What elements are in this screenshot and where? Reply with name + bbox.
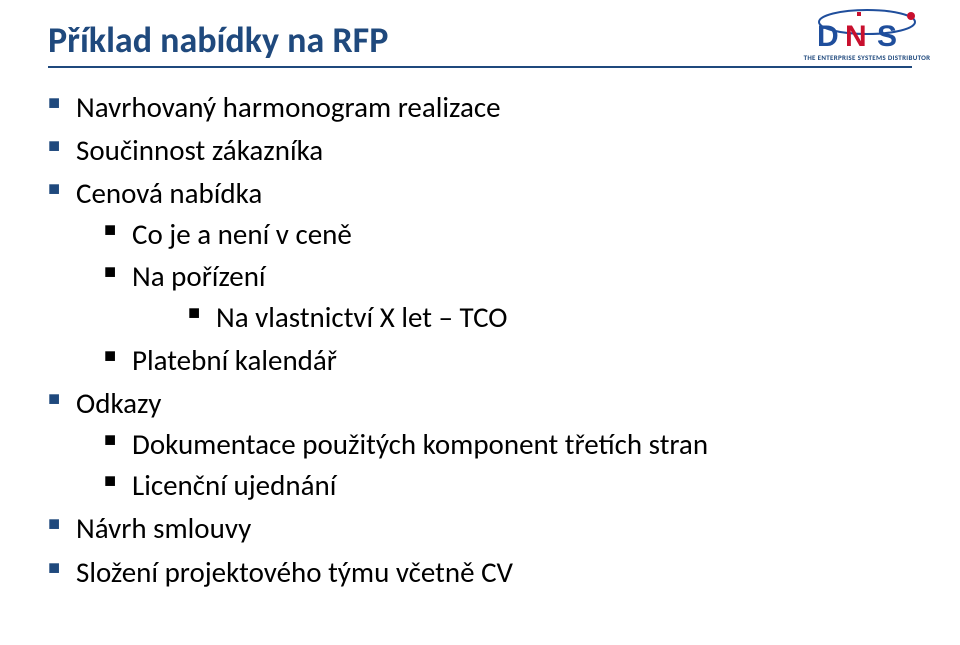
svg-text:N: N	[845, 20, 869, 52]
list-item: Co je a není v ceně	[104, 215, 912, 254]
list-item: Návrh smlouvy	[48, 509, 912, 548]
list-item: Na pořízení Na vlastnictví X let – TCO	[104, 257, 912, 337]
list-item: Dokumentace použitých komponent třetích …	[104, 425, 912, 464]
logo: D N S THE ENTERPRISE SYSTEMS DISTRIBUTOR	[802, 6, 932, 62]
sub-list: Co je a není v ceně Na pořízení Na vlast…	[76, 215, 912, 380]
sub-sub-list: Na vlastnictví X let – TCO	[132, 298, 912, 337]
list-item: Navrhovaný harmonogram realizace	[48, 88, 912, 127]
list-item-label: Co je a není v ceně	[132, 216, 352, 252]
list-item-label: Návrh smlouvy	[76, 510, 251, 546]
list-item-label: Součinnost zákazníka	[76, 132, 323, 168]
list-item-label: Na vlastnictví X let – TCO	[216, 299, 507, 335]
list-item: Cenová nabídka Co je a není v ceně Na po…	[48, 174, 912, 380]
list-item: Složení projektového týmu včetně CV	[48, 553, 912, 592]
slide: D N S THE ENTERPRISE SYSTEMS DISTRIBUTOR…	[0, 0, 960, 645]
title-underline	[48, 66, 912, 68]
list-item-label: Na pořízení	[132, 258, 266, 294]
list-item-label: Odkazy	[76, 385, 161, 421]
list-item: Na vlastnictví X let – TCO	[188, 298, 912, 337]
list-item: Součinnost zákazníka	[48, 131, 912, 170]
list-item-label: Cenová nabídka	[76, 175, 262, 211]
svg-text:D: D	[817, 20, 841, 52]
sub-list: Dokumentace použitých komponent třetích …	[76, 425, 912, 505]
slide-title: Příklad nabídky na RFP	[48, 18, 912, 62]
list-item-label: Platební kalendář	[132, 342, 337, 378]
list-item: Platební kalendář	[104, 341, 912, 380]
list-item: Licenční ujednání	[104, 466, 912, 505]
dns-logo-icon: D N S	[807, 6, 927, 52]
list-item-label: Navrhovaný harmonogram realizace	[76, 89, 501, 125]
list-item: Odkazy Dokumentace použitých komponent t…	[48, 384, 912, 505]
list-item-label: Dokumentace použitých komponent třetích …	[132, 426, 708, 462]
bullet-list: Navrhovaný harmonogram realizace Součinn…	[48, 88, 912, 592]
svg-text:S: S	[877, 20, 899, 52]
list-item-label: Složení projektového týmu včetně CV	[76, 554, 513, 590]
list-item-label: Licenční ujednání	[132, 467, 336, 503]
logo-tagline: THE ENTERPRISE SYSTEMS DISTRIBUTOR	[802, 53, 932, 62]
